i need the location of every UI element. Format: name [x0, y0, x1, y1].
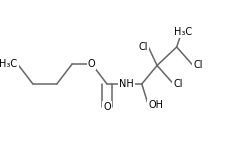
Text: OH: OH — [148, 100, 163, 110]
Text: NH: NH — [119, 79, 134, 89]
Text: Cl: Cl — [193, 61, 202, 70]
Text: Cl: Cl — [173, 79, 183, 89]
Text: H₃C: H₃C — [0, 59, 18, 69]
Text: Cl: Cl — [139, 42, 148, 52]
Text: O: O — [88, 59, 96, 69]
Text: O: O — [103, 102, 111, 112]
Text: H₃C: H₃C — [174, 27, 192, 37]
